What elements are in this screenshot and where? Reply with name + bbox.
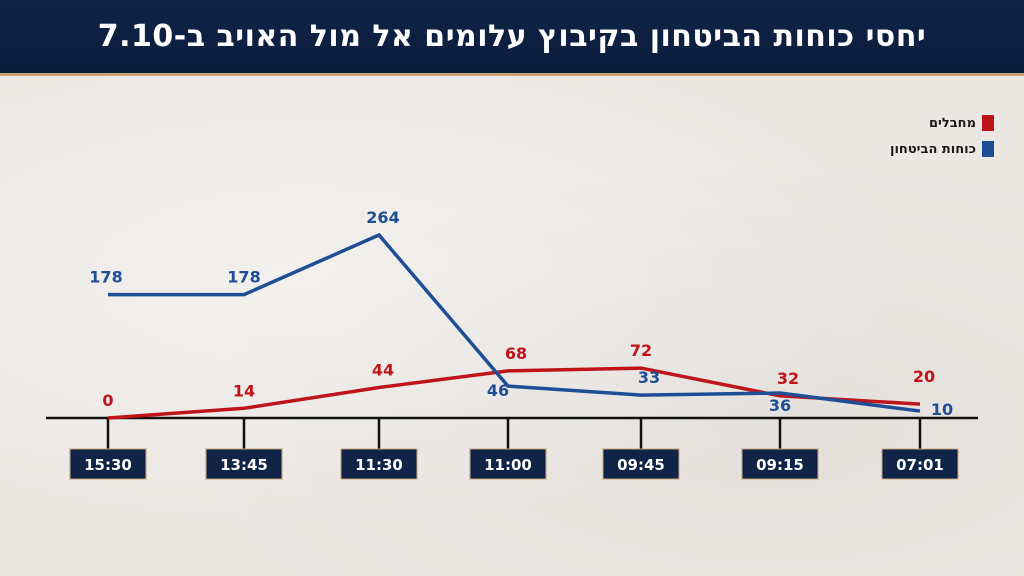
legend-swatch-red <box>982 115 994 131</box>
x-tick-label: 09:15 <box>756 456 804 474</box>
legend-swatch-blue <box>982 141 994 157</box>
data-label: 0 <box>102 391 113 410</box>
x-tick-label-box <box>205 448 283 480</box>
legend: מחבלים כוחות הביטחון <box>890 110 994 162</box>
data-label: 46 <box>487 381 509 400</box>
data-label: 178 <box>227 268 260 287</box>
legend-label-terrorists: מחבלים <box>928 115 976 131</box>
data-label: 20 <box>913 367 935 386</box>
x-tick-label: 09:45 <box>617 456 665 474</box>
chart-background <box>0 76 1024 576</box>
data-label: 68 <box>505 344 527 363</box>
legend-label-security-forces: כוחות הביטחון <box>890 141 976 157</box>
x-tick-label-box <box>602 448 680 480</box>
data-label: 36 <box>769 396 791 415</box>
series-line-security-forces <box>108 232 921 413</box>
data-label: 14 <box>233 381 255 400</box>
x-tick-label-box <box>741 448 819 480</box>
data-label: 32 <box>777 369 799 388</box>
chart-title: יחסי כוחות הביטחון בקיבוץ עלומים אל מול … <box>97 19 927 54</box>
x-tick-label-box <box>881 448 959 480</box>
data-label: 264 <box>366 208 399 227</box>
x-tick-label: 11:00 <box>484 456 532 474</box>
x-tick-label: 07:01 <box>896 456 944 474</box>
series-line-terrorists <box>107 366 921 420</box>
data-label: 10 <box>931 400 953 419</box>
x-tick-label: 15:30 <box>84 456 132 474</box>
x-tick-label: 13:45 <box>220 456 268 474</box>
legend-item-terrorists: מחבלים <box>890 110 994 136</box>
data-label: 72 <box>630 341 652 360</box>
x-tick-label: 11:30 <box>355 456 403 474</box>
x-tick-label-box <box>469 448 547 480</box>
x-tick-label-box <box>69 448 147 480</box>
data-label: 44 <box>372 361 394 380</box>
title-bar: יחסי כוחות הביטחון בקיבוץ עלומים אל מול … <box>0 0 1024 76</box>
x-tick-label-box <box>340 448 418 480</box>
data-label: 178 <box>89 268 122 287</box>
legend-item-security-forces: כוחות הביטחון <box>890 136 994 162</box>
data-label: 33 <box>638 368 660 387</box>
